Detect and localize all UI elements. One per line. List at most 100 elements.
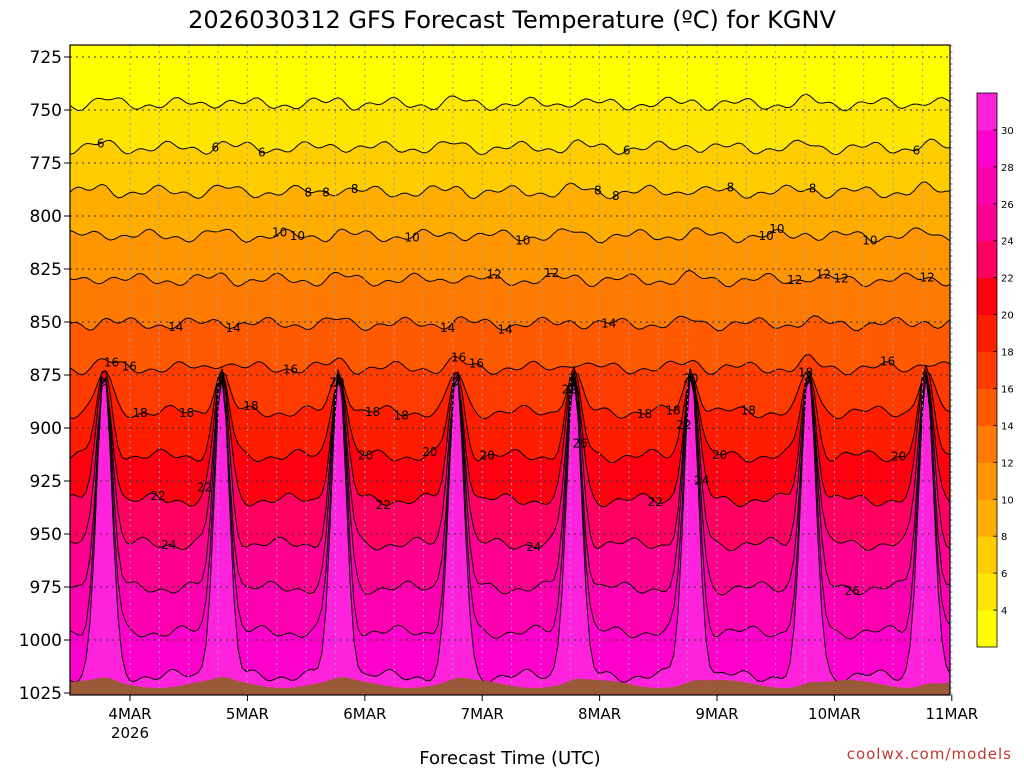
colorbar-tick-label: 26 bbox=[1001, 200, 1014, 211]
contour-label: 22 bbox=[562, 383, 577, 397]
contour-label: 18 bbox=[741, 404, 756, 418]
y-tick-label: 875 bbox=[30, 366, 62, 386]
colorbar-swatch bbox=[977, 425, 997, 463]
colorbar-swatch bbox=[977, 610, 997, 648]
ground-surface bbox=[70, 677, 950, 695]
colorbar-swatch bbox=[977, 314, 997, 352]
contour-line-5 bbox=[69, 269, 951, 288]
contour-line-1 bbox=[69, 93, 951, 112]
contour-line-14 bbox=[69, 373, 951, 684]
x-tick-label: 4MAR bbox=[108, 705, 151, 723]
y-tick-label: 975 bbox=[30, 578, 62, 598]
contour-label: 12 bbox=[920, 271, 935, 285]
colorbar-swatch bbox=[977, 573, 997, 611]
y-tick-label: 825 bbox=[30, 260, 62, 280]
contour-label: 8 bbox=[612, 189, 620, 203]
contour-label: 20 bbox=[358, 449, 373, 463]
contour-label: 20 bbox=[683, 372, 698, 386]
contour-label: 22 bbox=[648, 495, 663, 509]
colorbar-tick-label: 24 bbox=[1001, 237, 1014, 248]
contour-label: 10 bbox=[862, 233, 877, 247]
contour-label: 10 bbox=[769, 222, 784, 236]
colorbar-swatch bbox=[977, 129, 997, 168]
x-axis-label: Forecast Time (UTC) bbox=[419, 748, 600, 768]
band-level-12 bbox=[70, 372, 950, 695]
contour-label: 16 bbox=[880, 355, 895, 369]
contour-label: 16 bbox=[451, 351, 466, 365]
contour-label: 16 bbox=[469, 357, 484, 371]
contour-label: 18 bbox=[365, 405, 380, 419]
contour-line-9 bbox=[69, 363, 951, 464]
y-tick-label: 950 bbox=[30, 525, 62, 545]
contour-line-10 bbox=[70, 370, 951, 508]
x-tick-label: 7MAR bbox=[461, 705, 504, 723]
credit-text[interactable]: coolwx.com/models bbox=[847, 745, 1012, 763]
contour-lines bbox=[69, 93, 951, 684]
x-tick-label: 10MAR bbox=[808, 705, 861, 723]
colorbar-swatch bbox=[977, 499, 997, 537]
contour-label: 18 bbox=[133, 406, 148, 420]
x-tick-label: 6MAR bbox=[343, 705, 386, 723]
contour-label: 20 bbox=[480, 448, 495, 462]
contour-label: 6 bbox=[623, 144, 631, 158]
contour-label: 8 bbox=[594, 184, 602, 198]
contour-label: 24 bbox=[161, 538, 176, 552]
x-tick-label: 9MAR bbox=[695, 705, 738, 723]
x-tick-sublabel: 2026 bbox=[111, 724, 149, 742]
contour-label: 8 bbox=[809, 182, 817, 196]
y-tick-label: 1025 bbox=[19, 684, 62, 704]
colorbar-tick-label: 30 bbox=[1001, 126, 1014, 137]
contour-label: 20 bbox=[422, 445, 437, 459]
contour-label: 10 bbox=[758, 229, 773, 243]
temperature-bands bbox=[70, 45, 950, 696]
contour-line-11 bbox=[69, 368, 951, 552]
y-tick-label: 800 bbox=[30, 207, 62, 227]
contour-line-7 bbox=[69, 354, 951, 376]
contour-line-2 bbox=[69, 138, 951, 156]
y-tick-label: 900 bbox=[30, 419, 62, 439]
y-tick-label: 775 bbox=[30, 154, 62, 174]
colorbar-tick-label: 8 bbox=[1001, 532, 1007, 543]
contour-label: 22 bbox=[197, 481, 212, 495]
y-tick-label: 1000 bbox=[19, 631, 62, 651]
contour-label: 8 bbox=[322, 186, 330, 200]
colorbar-swatch bbox=[977, 203, 997, 242]
contour-label: 24 bbox=[694, 474, 709, 488]
contour-label: 16 bbox=[104, 356, 119, 370]
contour-line-6 bbox=[69, 315, 951, 332]
y-tick-label: 850 bbox=[30, 313, 62, 333]
contour-label: 14 bbox=[440, 321, 455, 335]
colorbar-tick-label: 16 bbox=[1001, 385, 1014, 396]
colorbar-tick-label: 20 bbox=[1001, 311, 1014, 322]
colorbar-tick-label: 22 bbox=[1001, 274, 1014, 285]
colorbar-tick-label: 14 bbox=[1001, 421, 1014, 432]
contour-label: 12 bbox=[487, 267, 502, 281]
contour-label: 20 bbox=[891, 450, 906, 464]
contour-label: 20 bbox=[712, 448, 727, 462]
contour-label: 14 bbox=[225, 321, 240, 335]
contour-label: 14 bbox=[497, 323, 512, 337]
contour-label: 16 bbox=[122, 359, 137, 373]
colorbar-tick-label: 28 bbox=[1001, 163, 1014, 174]
y-tick-label: 925 bbox=[30, 472, 62, 492]
colorbar-swatch bbox=[977, 351, 997, 389]
contour-label: 8 bbox=[304, 186, 312, 200]
contour-label: 18 bbox=[243, 399, 258, 413]
colorbar-swatch bbox=[977, 388, 997, 426]
contour-label: 12 bbox=[544, 266, 559, 280]
contour-label: 22 bbox=[150, 489, 165, 503]
colorbar-tick-label: 18 bbox=[1001, 348, 1014, 359]
contour-label: 12 bbox=[787, 273, 802, 287]
contour-label: 8 bbox=[727, 181, 735, 195]
contour-label: 22 bbox=[376, 498, 391, 512]
colorbar-swatch bbox=[977, 166, 997, 205]
colorbar-tick-label: 10 bbox=[1001, 495, 1014, 506]
contour-label: 8 bbox=[351, 182, 359, 196]
colorbar-swatch bbox=[977, 240, 997, 279]
contour-label: 12 bbox=[816, 267, 831, 281]
colorbar-swatch bbox=[977, 536, 997, 574]
x-tick-label: 5MAR bbox=[226, 705, 269, 723]
y-tick-label: 750 bbox=[30, 101, 62, 121]
